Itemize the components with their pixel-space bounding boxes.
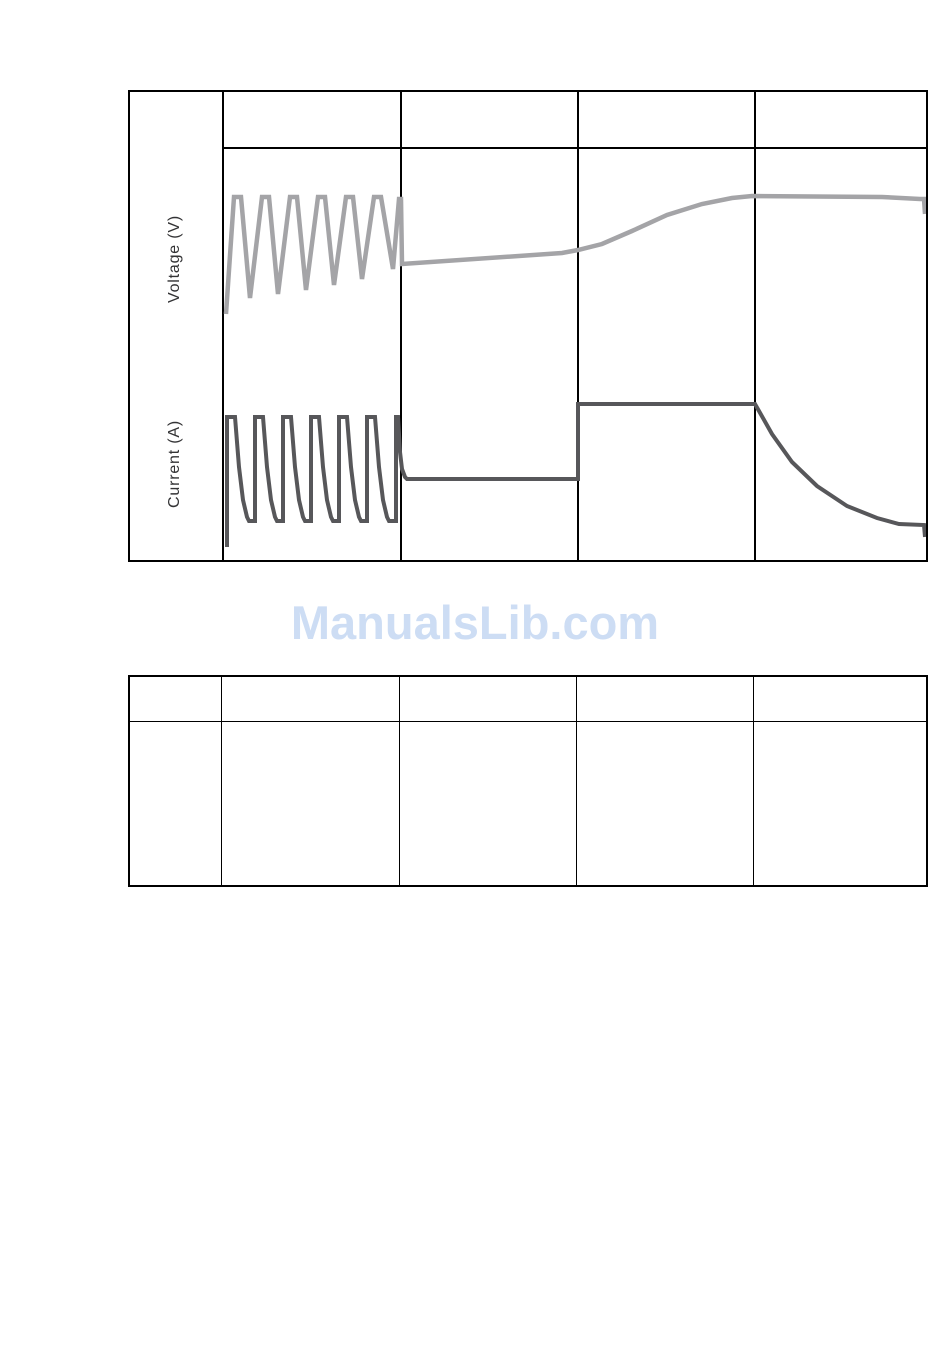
current-trace [225, 402, 926, 547]
table-body-cell-1 [130, 722, 222, 885]
table-body-cell-4 [577, 722, 754, 885]
table-body-cell-5 [754, 722, 926, 885]
phase-divider-2-3 [577, 92, 579, 560]
table-header-cell-2 [222, 677, 400, 722]
label-column-divider [222, 92, 224, 560]
waveform-chart: Voltage (V) Current (A) [128, 90, 928, 562]
voltage-trace [223, 193, 926, 315]
header-row-divider [223, 147, 926, 149]
table-header-cell-5 [754, 677, 926, 722]
table-header-cell-4 [577, 677, 754, 722]
phase-divider-3-4 [754, 92, 756, 560]
table-body-cell-3 [400, 722, 577, 885]
empty-table [128, 675, 928, 887]
table-header-cell-1 [130, 677, 222, 722]
table-header-cell-3 [400, 677, 577, 722]
manualslib-watermark: ManualsLib.com [290, 596, 660, 649]
waveform-plot-area [223, 193, 926, 547]
table-body-cell-2 [222, 722, 400, 885]
phase-divider-1-2 [400, 92, 402, 560]
